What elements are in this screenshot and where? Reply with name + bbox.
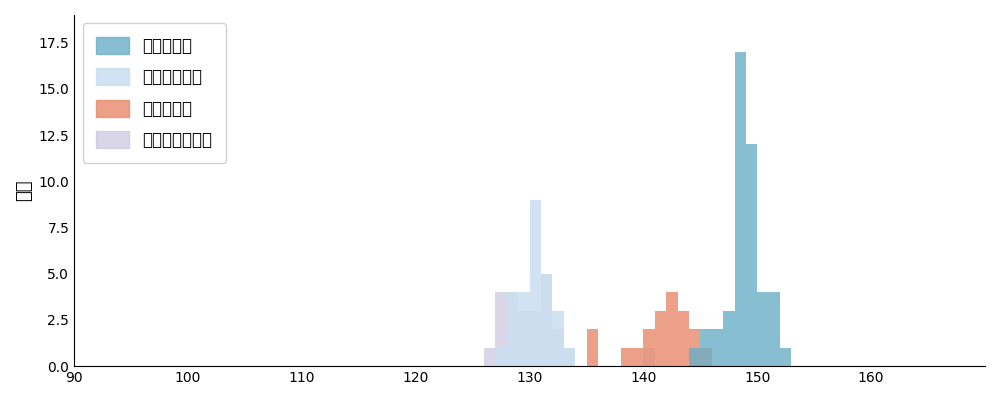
Bar bbox=[564, 348, 575, 366]
Bar bbox=[643, 348, 655, 366]
Legend: ストレート, カットボール, スプリット, ナックルカーブ: ストレート, カットボール, スプリット, ナックルカーブ bbox=[82, 23, 226, 163]
Bar bbox=[757, 292, 769, 366]
Bar bbox=[700, 329, 712, 366]
Bar bbox=[655, 311, 666, 366]
Bar bbox=[530, 200, 541, 366]
Bar bbox=[541, 274, 552, 366]
Bar bbox=[678, 311, 689, 366]
Bar bbox=[530, 311, 541, 366]
Bar bbox=[507, 292, 518, 366]
Bar bbox=[552, 311, 564, 366]
Bar bbox=[621, 348, 632, 366]
Y-axis label: 球数: 球数 bbox=[15, 180, 33, 201]
Bar bbox=[735, 52, 746, 366]
Bar bbox=[632, 348, 643, 366]
Bar bbox=[746, 144, 757, 366]
Bar bbox=[541, 274, 552, 366]
Bar bbox=[689, 348, 700, 366]
Bar bbox=[769, 292, 780, 366]
Bar bbox=[689, 329, 700, 366]
Bar bbox=[484, 348, 495, 366]
Bar bbox=[587, 329, 598, 366]
Bar bbox=[780, 348, 791, 366]
Bar bbox=[495, 348, 507, 366]
Bar bbox=[723, 311, 735, 366]
Bar bbox=[518, 311, 530, 366]
Bar bbox=[507, 292, 518, 366]
Bar bbox=[564, 348, 575, 366]
Bar bbox=[666, 292, 678, 366]
Bar bbox=[700, 348, 712, 366]
Bar bbox=[518, 292, 530, 366]
Bar bbox=[552, 329, 564, 366]
Bar bbox=[712, 329, 723, 366]
Bar bbox=[643, 329, 655, 366]
Bar bbox=[495, 292, 507, 366]
